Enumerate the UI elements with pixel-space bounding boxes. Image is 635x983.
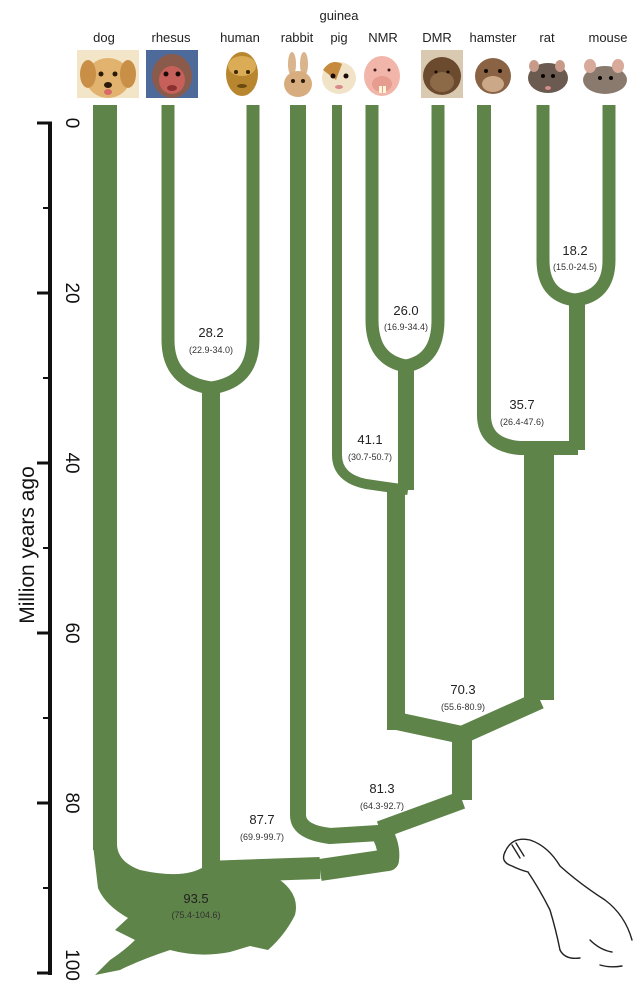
y-axis-title: Million years ago bbox=[16, 466, 39, 624]
node-ci-hamster-murids: (26.4-47.6) bbox=[500, 417, 544, 427]
node-age-rabbit-rodents: 81.3 bbox=[369, 781, 394, 796]
mole-rat-sketch-icon bbox=[502, 838, 633, 968]
node-ci-primates-glires: (69.9-99.7) bbox=[240, 832, 284, 842]
y-axis: 0 20 40 60 80 100 Million years ago bbox=[16, 118, 82, 981]
node-ci-rhesus-human: (22.9-34.0) bbox=[189, 345, 233, 355]
tree-root bbox=[93, 845, 296, 975]
nmr-image bbox=[362, 50, 402, 98]
rabbit-image bbox=[281, 50, 315, 98]
mouse-image bbox=[581, 50, 629, 98]
node-ci-hystricomorph-muroid: (55.6-80.9) bbox=[441, 702, 485, 712]
guinea-pig-image bbox=[321, 50, 357, 98]
node-ci-nmr-dmr: (16.9-34.4) bbox=[384, 322, 428, 332]
y-minor-ticks bbox=[43, 207, 52, 889]
y-tick-label-60: 60 bbox=[61, 622, 82, 643]
node-ci-rabbit-rodents: (64.3-92.7) bbox=[360, 801, 404, 811]
species-label-rat: rat bbox=[539, 30, 555, 45]
branch-hamster bbox=[477, 105, 578, 455]
node-age-rhesus-human: 28.2 bbox=[198, 325, 223, 340]
branch-rat-mouse bbox=[536, 105, 616, 307]
species-label-guinea-pig-line2: pig bbox=[330, 30, 347, 45]
human-image bbox=[219, 50, 265, 98]
rat-image bbox=[527, 50, 569, 98]
branch-81-junction bbox=[376, 791, 466, 839]
y-tick-label-100: 100 bbox=[61, 949, 82, 981]
species-label-nmr: NMR bbox=[368, 30, 398, 45]
node-age-root: 93.5 bbox=[183, 891, 208, 906]
y-tick-label-80: 80 bbox=[61, 792, 82, 813]
y-tick-label-40: 40 bbox=[61, 452, 82, 473]
species-images bbox=[77, 50, 629, 98]
species-label-guinea-pig-line1: guinea bbox=[319, 8, 359, 23]
node-age-hystricomorph-muroid: 70.3 bbox=[450, 682, 475, 697]
node-age-primates-glires: 87.7 bbox=[249, 812, 274, 827]
node-age-guineapig-molerats: 41.1 bbox=[357, 432, 382, 447]
species-label-hamster: hamster bbox=[470, 30, 518, 45]
dog-image bbox=[77, 50, 139, 98]
tree-branches bbox=[93, 105, 616, 883]
y-tick-label-0: 0 bbox=[61, 118, 82, 129]
node-age-nmr-dmr: 26.0 bbox=[393, 303, 418, 318]
species-label-dog: dog bbox=[93, 30, 115, 45]
branch-glires-stem bbox=[318, 823, 400, 881]
node-ci-rat-mouse: (15.0-24.5) bbox=[553, 262, 597, 272]
node-age-hamster-murids: 35.7 bbox=[509, 397, 534, 412]
dmr-image bbox=[421, 50, 463, 98]
node-ci-guineapig-molerats: (30.7-50.7) bbox=[348, 452, 392, 462]
hamster-image bbox=[473, 50, 513, 98]
species-labels: dog rhesus human rabbit guinea pig NMR D… bbox=[93, 8, 627, 45]
rhesus-image bbox=[146, 50, 198, 98]
branch-rabbit bbox=[290, 105, 396, 844]
branch-guinea-pig bbox=[332, 105, 409, 495]
node-labels: 18.2 (15.0-24.5) 26.0 (16.9-34.4) 28.2 (… bbox=[171, 243, 597, 920]
species-label-rabbit: rabbit bbox=[281, 30, 314, 45]
y-tick-label-20: 20 bbox=[61, 282, 82, 303]
species-label-human: human bbox=[220, 30, 260, 45]
species-label-mouse: mouse bbox=[588, 30, 627, 45]
species-label-dmr: DMR bbox=[422, 30, 452, 45]
node-ci-root: (75.4-104.6) bbox=[171, 910, 220, 920]
species-label-rhesus: rhesus bbox=[151, 30, 191, 45]
node-age-rat-mouse: 18.2 bbox=[562, 243, 587, 258]
